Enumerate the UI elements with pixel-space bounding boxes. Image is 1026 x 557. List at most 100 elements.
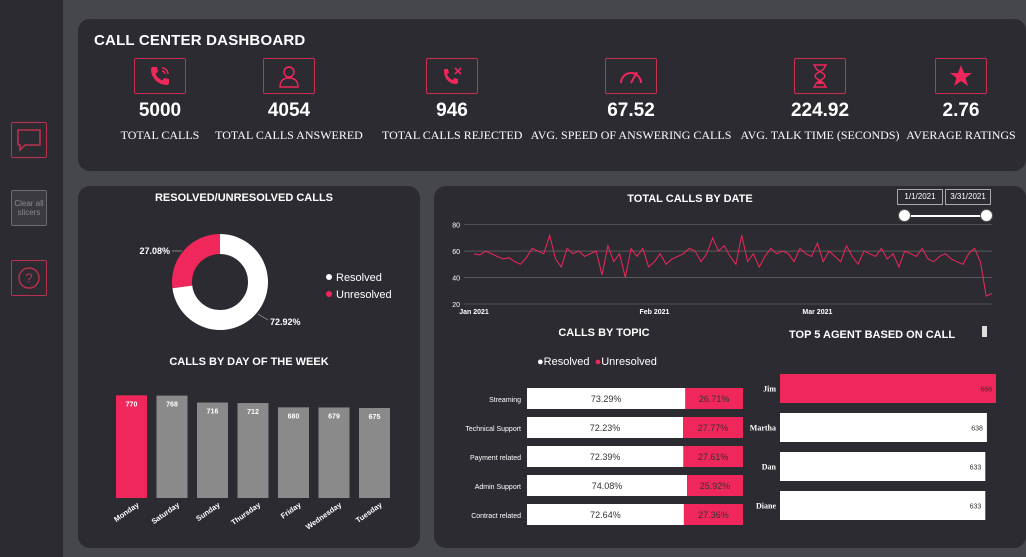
topic-title: CALLS BY TOPIC — [558, 327, 650, 339]
kpi-avg-talk-time: 224.92 AVG. TALK TIME (SECONDS) — [740, 58, 900, 143]
topic-unresolved-label: 27.61% — [698, 452, 729, 462]
donut-label-unresolved: 27.08% — [139, 246, 170, 256]
donut-slice-resolved — [172, 234, 268, 330]
topic-bar-unresolved — [683, 504, 743, 525]
weekday-bar-label: 716 — [207, 409, 219, 416]
weekday-bar-label: 712 — [247, 409, 259, 416]
agent-value-label: 638 — [971, 426, 983, 433]
bydate-title: TOTAL CALLS BY DATE — [627, 193, 753, 205]
agent-icon — [263, 58, 315, 94]
topic-resolved-label: 72.39% — [590, 452, 621, 462]
legend-dot-unresolved — [326, 291, 332, 297]
kpi-value: 224.92 — [790, 100, 850, 121]
date-end-input[interactable]: 3/31/2021 — [945, 189, 991, 205]
x-tick-label: Mar 2021 — [802, 309, 832, 316]
calls-line — [473, 233, 993, 297]
agent-value-label: 633 — [970, 465, 982, 472]
phone-rejected-icon — [426, 58, 478, 94]
kpi-avg-speed: 67.52 AVG. SPEED OF ANSWERING CALLS — [528, 58, 734, 143]
date-slider-end-handle[interactable] — [980, 209, 993, 222]
topic-bar-unresolved — [685, 388, 743, 409]
kpi-label: AVG. TALK TIME (SECONDS) — [740, 128, 900, 142]
dashboard-title: CALL CENTER DASHBOARD — [94, 32, 306, 49]
topic-bar-resolved — [527, 388, 686, 409]
date-slider-start-handle[interactable] — [898, 209, 911, 222]
kpi-panel — [78, 19, 1026, 171]
topic-category-label: Technical Support — [465, 426, 521, 433]
y-tick-label: 20 — [452, 302, 460, 309]
x-tick-label: Jan 2021 — [459, 309, 489, 316]
topic-bar-resolved — [527, 504, 684, 525]
weekday-bar — [156, 395, 188, 498]
legend-resolved-label: Resolved — [543, 356, 590, 368]
chat-button[interactable] — [11, 122, 47, 158]
weekday-bar — [116, 395, 147, 498]
agent-bar — [780, 491, 986, 520]
weekday-bar-label: 675 — [369, 414, 381, 421]
question-icon: ? — [18, 267, 40, 289]
weekday-category-label: Monday — [112, 500, 141, 524]
topic-bar-unresolved — [687, 475, 743, 496]
topic-bar-resolved — [527, 417, 684, 438]
kpi-label: TOTAL CALLS ANSWERED — [215, 128, 363, 142]
topic-bar-resolved — [527, 446, 684, 467]
calls-by-topic-chart: Streaming 73.29% 26.71% Technical Support 72… — [465, 388, 743, 525]
agent-name-label: Jim — [763, 385, 776, 394]
speedometer-icon — [605, 58, 657, 94]
agent-name-label: Diane — [756, 502, 776, 511]
weekday-bar-label: 679 — [328, 413, 340, 420]
y-tick-label: 40 — [452, 276, 460, 283]
phone-ringing-icon — [134, 58, 186, 94]
svg-text:?: ? — [25, 271, 32, 286]
donut-chart: 27.08% 72.92% Resolved Unresolved — [139, 234, 392, 330]
weekday-bar — [318, 407, 350, 498]
help-button[interactable]: ? — [11, 260, 47, 296]
weekday-bar-label: 770 — [126, 401, 138, 408]
agents-title: TOP 5 AGENT BASED ON CALL — [789, 329, 956, 341]
weekday-category-label: Sunday — [194, 500, 222, 523]
topic-bar-unresolved — [683, 446, 743, 467]
topic-bar-unresolved — [683, 417, 743, 438]
weekday-category-label: Saturday — [150, 500, 182, 526]
legend-dot-unresolved: ● — [594, 356, 602, 368]
topic-resolved-label: 72.64% — [590, 510, 621, 520]
kpi-total-calls: 5000 TOTAL CALLS — [100, 58, 220, 143]
weekday-bar — [359, 408, 390, 498]
kpi-label: AVG. SPEED OF ANSWERING CALLS — [530, 128, 732, 142]
top-agents-chart: Jim 666 Martha 638 Dan 633 Diane 633 — [750, 374, 996, 520]
kpi-label: TOTAL CALLS — [120, 128, 200, 142]
date-start-input[interactable]: 1/1/2021 — [897, 189, 943, 205]
legend-unresolved-label: Unresolved — [601, 356, 657, 368]
kpi-label: AVERAGE RATINGS — [906, 128, 1016, 142]
clear-slicers-button[interactable]: Clear all slicers — [11, 190, 47, 226]
y-tick-label: 60 — [452, 249, 460, 256]
weekday-bar — [278, 407, 309, 498]
scroll-indicator[interactable] — [982, 326, 987, 337]
clear-slicers-label: Clear all slicers — [14, 199, 44, 217]
x-tick-label: Feb 2021 — [639, 309, 669, 316]
donut-label-resolved: 72.92% — [270, 317, 301, 327]
topic-bar-resolved — [527, 475, 688, 496]
weekday-category-label: Thursday — [229, 500, 262, 527]
agent-value-label: 666 — [980, 387, 992, 394]
kpi-avg-ratings: 2.76 AVERAGE RATINGS — [902, 58, 1020, 143]
kpi-value: 946 — [436, 100, 468, 121]
star-icon — [935, 58, 987, 94]
topic-category-label: Payment related — [470, 455, 521, 462]
donut-leader-line — [257, 313, 269, 321]
calls-by-date-chart: 20 40 60 80 Jan 2021 Feb 2021 Mar 2021 — [452, 223, 993, 316]
agent-name-label: Martha — [750, 424, 776, 433]
topic-unresolved-label: 27.77% — [698, 423, 729, 433]
weekday-chart: 770 Monday 768 Saturday 716 Sunday 712 Thursday… — [112, 395, 390, 531]
y-tick-label: 80 — [452, 223, 460, 230]
agent-bar — [780, 452, 986, 481]
kpi-calls-answered: 4054 TOTAL CALLS ANSWERED — [214, 58, 364, 143]
donut-slice-unresolved — [172, 234, 221, 289]
weekday-bar — [237, 403, 269, 498]
date-slider-track — [905, 215, 987, 217]
sidebar: Clear all slicers ? — [0, 0, 63, 557]
weekday-bar-label: 768 — [166, 402, 178, 409]
kpi-label: TOTAL CALLS REJECTED — [382, 128, 523, 142]
chat-bubble-icon — [17, 129, 41, 152]
weekday-category-label: Friday — [279, 500, 303, 521]
